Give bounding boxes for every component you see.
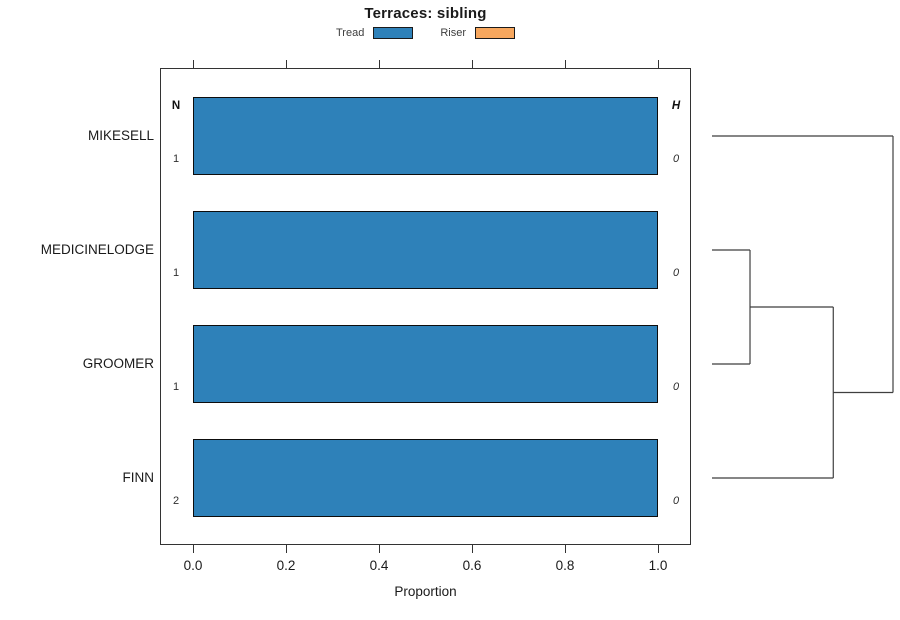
chart-title: Terraces: sibling [364,5,487,22]
x-axis-title: Proportion [394,584,457,599]
legend-swatch-tread [373,27,414,39]
n-count: 1 [172,153,180,165]
h-count: 0 [672,153,680,165]
h-count: 0 [672,267,680,279]
category-label: GROOMER [82,356,154,371]
x-axis-tick-label: 0.6 [462,558,482,573]
x-axis-tick-bottom [472,545,473,553]
x-axis-tick-label: 0.0 [183,558,203,573]
right-column-header: H [671,100,681,112]
category-label: MIKESELL [87,128,154,143]
legend-item-riser: Riser [440,27,515,39]
x-axis-tick-bottom [379,545,380,553]
n-count: 1 [172,267,180,279]
legend-label: Riser [440,27,466,39]
legend-label: Tread [336,27,365,39]
category-label: FINN [122,470,155,485]
legend: Tread Riser [160,25,691,41]
n-count: 2 [172,495,180,507]
tread-bar-segment [193,211,658,289]
h-count: 0 [672,381,680,393]
category-label: MEDICINELODGE [40,242,154,257]
x-axis-tick-top [286,60,287,68]
x-axis-tick-label: 1.0 [648,558,668,573]
n-count: 1 [172,381,180,393]
x-axis-tick-bottom [565,545,566,553]
left-column-header: N [171,100,181,112]
x-axis-tick-label: 0.2 [276,558,296,573]
x-axis-tick-bottom [658,545,659,553]
h-count: 0 [672,495,680,507]
x-axis-tick-bottom [286,545,287,553]
x-axis-tick-top [565,60,566,68]
legend-swatch-riser [475,27,515,39]
x-axis-tick-top [379,60,380,68]
x-axis-tick-top [658,60,659,68]
x-axis-tick-label: 0.4 [369,558,389,573]
tread-bar-segment [193,97,658,175]
tread-bar-segment [193,325,658,403]
x-axis-tick-top [193,60,194,68]
x-axis-tick-bottom [193,545,194,553]
tread-bar-segment [193,439,658,517]
plot-area [160,68,691,545]
x-axis-tick-top [472,60,473,68]
legend-item-tread: Tread [336,27,414,39]
x-axis-tick-label: 0.8 [555,558,575,573]
